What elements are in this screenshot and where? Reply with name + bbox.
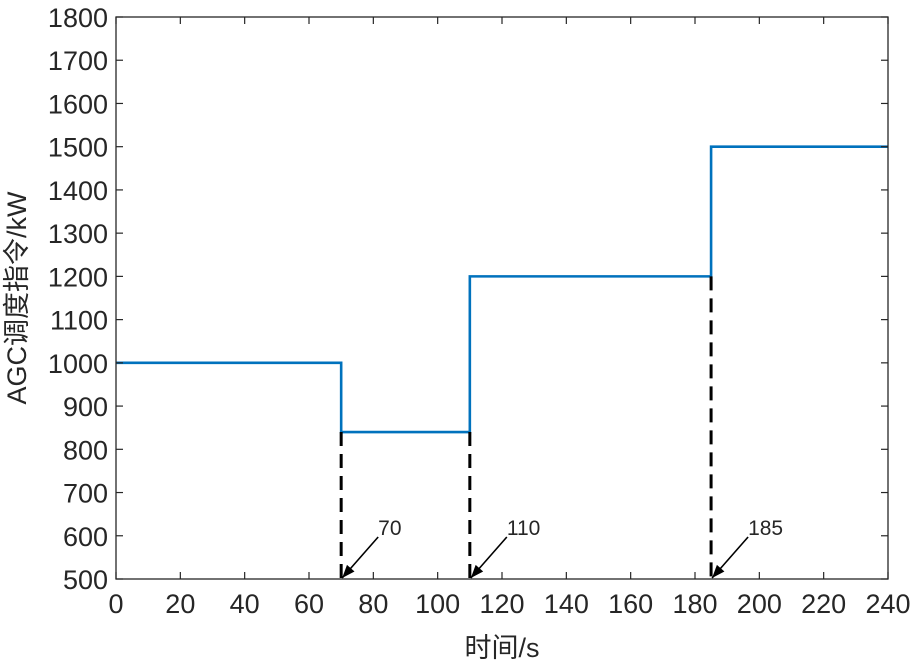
annotation-label-185: 185 xyxy=(748,517,783,540)
x-tick-label: 20 xyxy=(165,589,195,619)
annotations-layer: 70 110 185 xyxy=(339,276,783,579)
annotation-label-70: 70 xyxy=(378,517,401,540)
x-tick-label: 160 xyxy=(608,589,653,619)
y-tick-label: 1700 xyxy=(48,46,108,76)
x-tick-label: 140 xyxy=(544,589,589,619)
y-tick-label: 1600 xyxy=(48,89,108,119)
y-tick-label: 700 xyxy=(63,479,108,509)
y-tick-label: 1400 xyxy=(48,176,108,206)
y-tick-label: 800 xyxy=(63,435,108,465)
marks-layer xyxy=(116,145,888,434)
x-tick-label: 220 xyxy=(801,589,846,619)
x-tick-label: 180 xyxy=(672,589,717,619)
y-tick-label: 1500 xyxy=(48,133,108,163)
x-tick-label: 100 xyxy=(415,589,460,619)
x-tick-label: 60 xyxy=(294,589,324,619)
y-tick-label: 1100 xyxy=(50,306,108,336)
annotation-arrowhead-70 xyxy=(342,564,355,578)
x-tick-label: 200 xyxy=(737,589,782,619)
x-tick-label: 120 xyxy=(479,589,524,619)
y-tick-label: 1000 xyxy=(48,349,108,379)
x-axis-ticks: 0 20 40 60 80 100 120 140 160 180 200 220 240 xyxy=(108,17,911,619)
y-tick-label: 1300 xyxy=(48,219,108,249)
y-axis-ticks: 500 600 700 800 900 1000 1100 1200 1300 1400 1500 1… xyxy=(48,3,888,595)
y-tick-label: 900 xyxy=(63,392,108,422)
x-tick-label: 40 xyxy=(230,589,260,619)
annotation-arrowhead-185 xyxy=(712,564,725,578)
y-tick-label: 1800 xyxy=(48,3,108,33)
y-tick-label: 600 xyxy=(63,522,108,552)
y-axis-label: AGC调度指令/kW xyxy=(2,191,32,405)
y-tick-label: 1200 xyxy=(48,262,108,292)
x-tick-label: 80 xyxy=(358,589,388,619)
x-tick-label: 240 xyxy=(865,589,910,619)
y-tick-label: 500 xyxy=(63,565,108,595)
agc-command-series-line xyxy=(116,145,888,434)
x-tick-label: 0 xyxy=(108,589,123,619)
annotation-arrowhead-110 xyxy=(470,564,484,578)
annotation-label-110: 110 xyxy=(507,517,540,540)
x-axis-label: 时间/s xyxy=(464,633,539,663)
plot-frame xyxy=(115,16,889,580)
